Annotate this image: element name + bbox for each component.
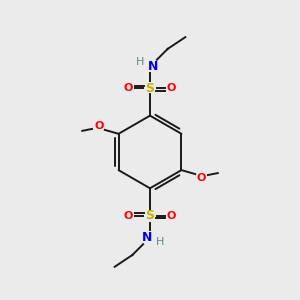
Text: O: O	[167, 83, 176, 93]
Text: O: O	[167, 211, 176, 221]
Text: N: N	[148, 60, 158, 73]
Text: O: O	[94, 121, 104, 131]
Text: N: N	[142, 231, 152, 244]
Text: O: O	[196, 173, 206, 183]
Text: S: S	[146, 82, 154, 95]
Text: O: O	[124, 83, 133, 93]
Text: H: H	[156, 237, 164, 247]
Text: O: O	[124, 211, 133, 221]
Text: S: S	[146, 209, 154, 222]
Text: H: H	[136, 57, 144, 67]
